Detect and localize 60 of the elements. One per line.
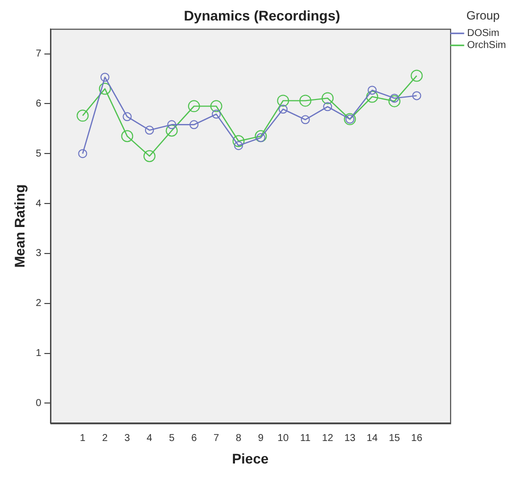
x-tick-label: 7	[213, 432, 220, 444]
point	[388, 95, 400, 108]
point	[390, 94, 399, 103]
x-tick-label: 13	[344, 432, 356, 444]
point	[368, 86, 377, 95]
x-tick-label: 5	[168, 432, 175, 444]
point	[232, 135, 245, 148]
point	[210, 100, 222, 112]
point	[256, 133, 266, 142]
y-tick-label: 2	[36, 298, 42, 310]
point	[190, 120, 199, 130]
x-axis-title: Piece	[232, 450, 269, 466]
point	[100, 72, 110, 82]
x-tick-label: 15	[388, 432, 400, 444]
point	[277, 94, 290, 107]
x-tick-label: 4	[146, 432, 153, 444]
x-tick-label: 1	[80, 432, 86, 444]
point	[366, 90, 378, 103]
x-tick-label: 16	[411, 432, 423, 444]
point	[144, 126, 154, 135]
point	[188, 100, 200, 112]
point	[278, 104, 288, 114]
point	[143, 150, 156, 162]
chart-title: Dynamics (Recordings)	[184, 7, 340, 24]
point	[78, 149, 88, 158]
x-tick-label: 9	[258, 432, 264, 444]
point	[166, 124, 178, 137]
point	[299, 94, 312, 107]
point	[254, 130, 267, 142]
point	[121, 130, 134, 142]
point	[76, 110, 89, 122]
point	[212, 110, 221, 119]
x-tick-label: 12	[322, 432, 334, 444]
y-tick-label: 3	[36, 248, 42, 260]
point	[98, 82, 111, 95]
x-tick-label: 14	[366, 432, 378, 444]
y-tick-label: 6	[36, 98, 42, 110]
y-axis-title: Mean Rating	[11, 184, 28, 268]
point	[167, 120, 176, 130]
legend-label: OrchSim	[467, 40, 506, 52]
y-tick-label: 0	[36, 398, 42, 409]
x-tick-label: 2	[102, 432, 108, 444]
x-tick-label: 11	[300, 432, 311, 444]
x-tick-label: 3	[124, 432, 130, 444]
point	[234, 141, 244, 150]
y-tick-label: 1	[36, 348, 42, 360]
point	[300, 115, 310, 124]
point	[412, 91, 422, 100]
point	[122, 112, 132, 122]
legend-label: DOSim	[467, 28, 500, 40]
x-tick-label: 8	[236, 432, 242, 444]
x-tick-label: 6	[191, 432, 198, 444]
x-tick-label: 10	[278, 432, 290, 444]
point	[410, 70, 423, 82]
point	[323, 102, 332, 112]
legend-title: Group	[466, 8, 500, 22]
y-tick-label: 5	[36, 148, 42, 160]
y-tick-label: 4	[36, 198, 42, 210]
point	[322, 92, 334, 104]
y-tick-label: 7	[36, 48, 42, 60]
